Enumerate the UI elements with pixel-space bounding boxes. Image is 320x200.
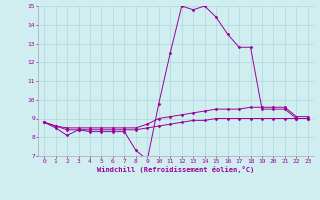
- X-axis label: Windchill (Refroidissement éolien,°C): Windchill (Refroidissement éolien,°C): [97, 166, 255, 173]
